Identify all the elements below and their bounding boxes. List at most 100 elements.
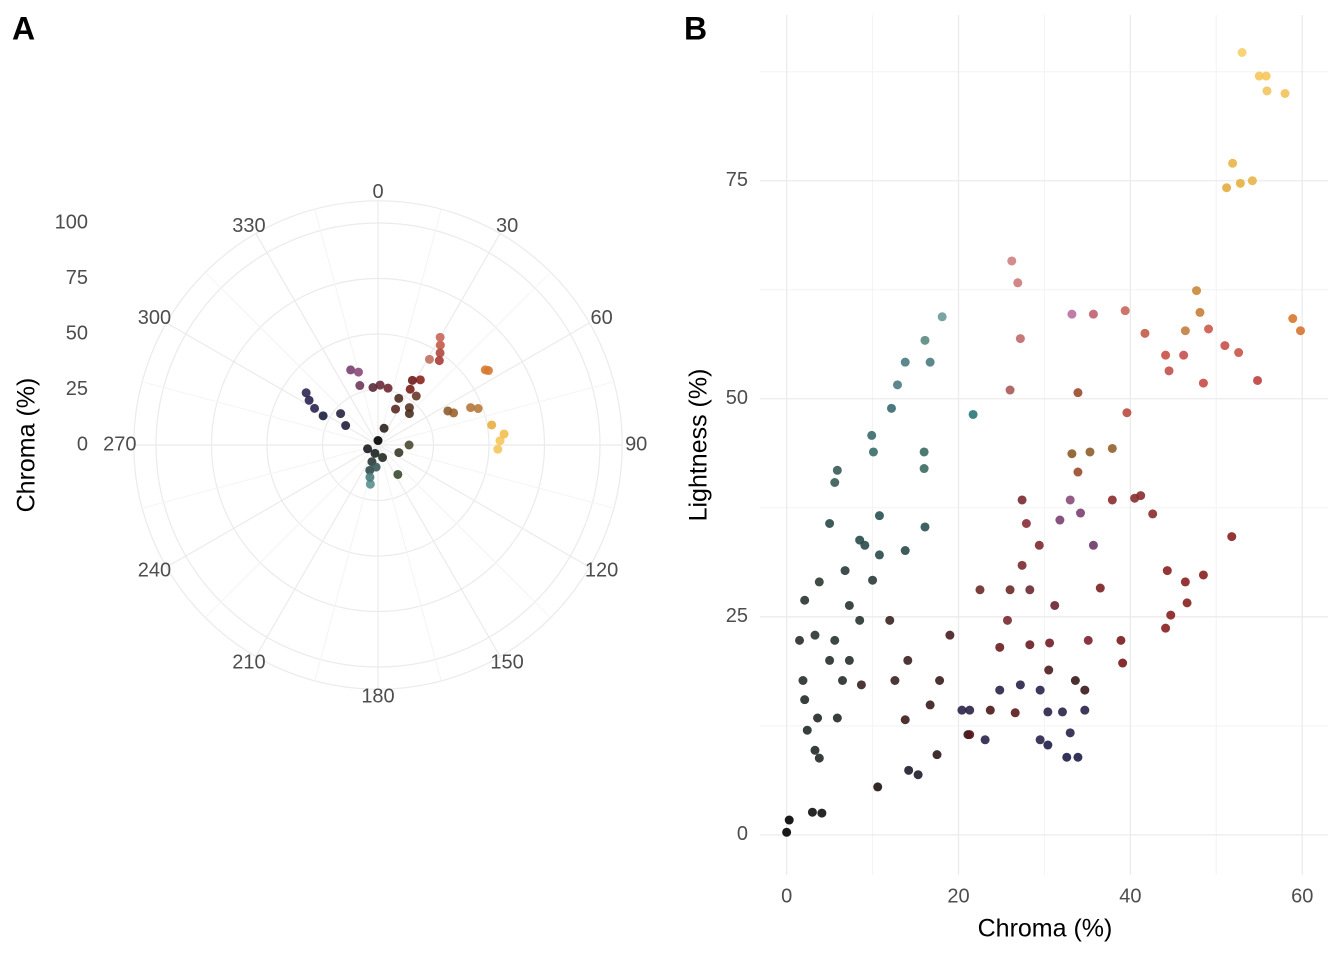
point — [1234, 348, 1244, 358]
point — [873, 782, 883, 792]
point — [373, 436, 383, 446]
point — [900, 357, 910, 367]
point — [957, 705, 967, 715]
point — [1247, 176, 1257, 186]
point — [495, 436, 505, 446]
point — [1107, 443, 1117, 453]
point — [810, 745, 820, 755]
point — [995, 685, 1005, 695]
point — [885, 615, 895, 625]
point — [415, 375, 425, 385]
point — [411, 391, 421, 401]
point — [900, 715, 910, 725]
point — [391, 404, 401, 414]
point — [375, 380, 385, 390]
point — [844, 600, 854, 610]
point — [1227, 532, 1237, 542]
point — [830, 635, 840, 645]
point — [932, 750, 942, 760]
minor-spoke — [141, 444, 379, 509]
point — [405, 384, 415, 394]
point — [832, 465, 842, 475]
point — [1180, 577, 1190, 587]
point — [913, 770, 923, 780]
point — [1148, 509, 1158, 519]
angle-tick-label: 240 — [138, 559, 171, 581]
minor-spoke — [377, 444, 615, 509]
point — [404, 409, 414, 419]
point — [378, 453, 388, 463]
point — [814, 753, 824, 763]
point — [443, 406, 453, 416]
point — [868, 575, 878, 585]
point — [968, 409, 978, 419]
x-tick-label: 20 — [947, 885, 969, 907]
point — [874, 550, 884, 560]
minor-spoke — [377, 444, 552, 619]
point — [1220, 341, 1230, 351]
point — [1025, 640, 1035, 650]
point — [1070, 675, 1080, 685]
point — [980, 735, 990, 745]
angle-tick-label: 150 — [490, 652, 523, 674]
angle-tick-label: 300 — [138, 307, 171, 329]
point — [1164, 366, 1174, 376]
point — [1015, 680, 1025, 690]
point — [368, 382, 378, 392]
point — [1073, 752, 1083, 762]
point — [830, 478, 840, 488]
angle-tick-label: 210 — [232, 652, 265, 674]
angle-tick-label: 30 — [496, 215, 518, 237]
point — [1228, 158, 1238, 168]
point — [800, 595, 810, 605]
point — [795, 635, 805, 645]
point — [1161, 350, 1171, 360]
point — [434, 356, 444, 366]
minor-spoke — [314, 208, 379, 446]
point — [868, 447, 878, 457]
point — [1015, 334, 1025, 344]
point — [1198, 570, 1208, 580]
point — [1162, 566, 1172, 576]
point — [782, 827, 792, 837]
point — [1237, 48, 1247, 58]
point — [1017, 560, 1027, 570]
point — [466, 403, 476, 413]
point — [919, 447, 929, 457]
point — [817, 808, 827, 818]
point — [886, 403, 896, 413]
point — [1050, 600, 1060, 610]
point — [365, 472, 375, 482]
minor-spoke — [204, 444, 379, 619]
point — [1034, 540, 1044, 550]
point — [487, 420, 497, 430]
minor-spoke — [377, 444, 442, 682]
point — [1035, 735, 1045, 745]
point — [802, 725, 812, 735]
y-axis-title: Lightness (%) — [685, 369, 713, 522]
point — [919, 464, 929, 474]
point — [784, 815, 794, 825]
point — [1288, 314, 1298, 324]
point — [341, 421, 351, 431]
grid-spoke — [255, 233, 379, 446]
point — [1179, 350, 1189, 360]
point — [1262, 86, 1272, 96]
point — [1045, 638, 1055, 648]
point — [1182, 598, 1192, 608]
point — [1044, 665, 1054, 675]
point — [1007, 256, 1017, 266]
point — [404, 440, 414, 450]
point — [995, 642, 1005, 652]
point — [1025, 585, 1035, 595]
point — [1017, 495, 1027, 505]
point — [1254, 71, 1264, 81]
point — [493, 444, 503, 454]
point — [1235, 178, 1245, 188]
point — [353, 367, 363, 377]
point — [1120, 306, 1130, 316]
point — [860, 540, 870, 550]
point — [1088, 309, 1098, 319]
point — [890, 675, 900, 685]
